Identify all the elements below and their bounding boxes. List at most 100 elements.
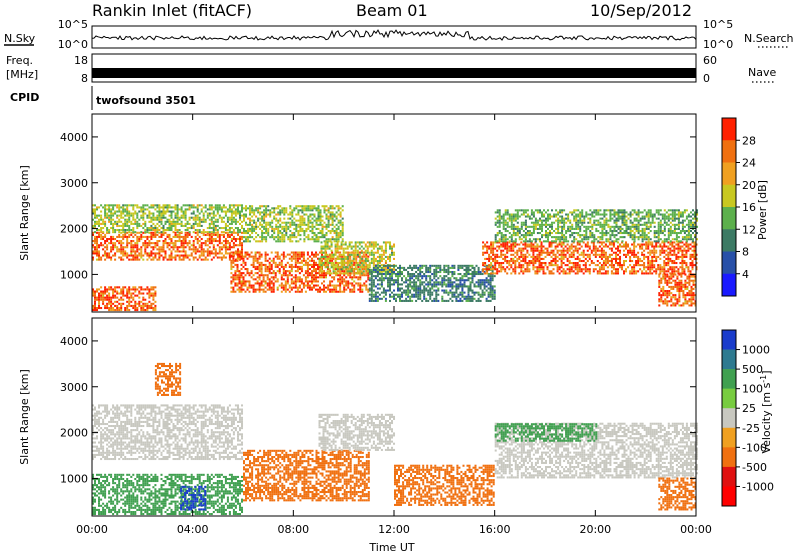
range-cell	[447, 293, 450, 296]
range-cell	[264, 286, 267, 289]
range-cell	[150, 224, 153, 227]
range-cell	[431, 279, 434, 282]
range-cell	[469, 273, 472, 276]
range-cell	[389, 275, 392, 278]
range-cell	[528, 260, 531, 263]
range-cell	[667, 255, 670, 258]
range-cell	[358, 247, 361, 250]
range-cell	[118, 229, 121, 232]
range-cell	[234, 258, 237, 261]
range-cell	[313, 265, 316, 268]
range-cell	[526, 264, 529, 267]
range-cell	[138, 304, 141, 307]
range-cell	[391, 245, 394, 248]
range-cell	[526, 243, 529, 246]
range-cell	[617, 241, 620, 244]
range-cell	[206, 258, 209, 261]
range-cell	[192, 258, 195, 261]
range-cell	[570, 262, 573, 265]
range-cell	[130, 229, 133, 232]
range-cell	[363, 282, 366, 285]
range-cell	[106, 294, 109, 297]
range-cell	[486, 268, 489, 271]
range-cell	[267, 232, 270, 235]
range-cell	[419, 287, 422, 290]
range-cell	[349, 288, 352, 291]
range-cell	[188, 254, 191, 257]
range-cell	[419, 295, 422, 298]
range-cell	[306, 251, 309, 254]
range-cell	[246, 288, 249, 291]
range-cell	[372, 253, 375, 256]
range-cell	[370, 299, 373, 302]
range-cell	[321, 232, 324, 235]
range-cell	[449, 291, 452, 294]
range-cell	[275, 223, 278, 226]
range-cell	[238, 286, 241, 289]
range-cell	[393, 268, 396, 271]
range-cell	[114, 304, 117, 307]
range-cell	[323, 288, 326, 291]
range-cell	[140, 248, 143, 251]
range-cell	[631, 260, 634, 263]
range-cell	[244, 282, 247, 285]
range-cell	[267, 230, 270, 233]
range-cell	[296, 253, 299, 256]
range-cell	[469, 264, 472, 267]
range-cell	[144, 298, 147, 301]
range-cell	[445, 283, 448, 286]
range-cell	[110, 235, 113, 238]
range-cell	[244, 280, 247, 283]
range-cell	[303, 223, 306, 226]
range-cell	[323, 236, 326, 239]
range-cell	[172, 222, 175, 225]
range-cell	[200, 246, 203, 249]
range-cell	[351, 288, 354, 291]
range-cell	[401, 299, 404, 302]
range-cell	[343, 280, 346, 283]
range-cell	[598, 241, 601, 244]
range-cell	[353, 276, 356, 279]
range-cell	[210, 212, 213, 215]
range-cell	[391, 291, 394, 294]
range-cell	[562, 249, 565, 252]
range-cell	[538, 266, 541, 269]
range-cell	[604, 262, 607, 265]
range-cell	[453, 277, 456, 280]
range-cell	[372, 262, 375, 265]
range-cell	[140, 210, 143, 213]
range-cell	[552, 251, 555, 254]
range-cell	[134, 204, 137, 207]
range-cell	[546, 249, 549, 252]
range-cell	[491, 285, 494, 288]
range-cell	[257, 225, 260, 228]
range-cell	[180, 208, 183, 211]
range-cell	[496, 253, 499, 256]
range-cell	[473, 266, 476, 269]
range-cell	[315, 234, 318, 237]
range-cell	[374, 264, 377, 267]
range-cell	[126, 252, 129, 255]
range-cell	[268, 272, 271, 275]
range-cell	[496, 262, 499, 265]
range-cell	[641, 260, 644, 263]
range-cell	[180, 210, 183, 213]
range-cell	[409, 299, 412, 302]
range-cell	[148, 290, 151, 293]
range-cell	[355, 261, 358, 264]
range-cell	[370, 253, 373, 256]
range-cell	[146, 216, 149, 219]
range-cell	[239, 231, 242, 234]
range-cell	[612, 245, 615, 248]
range-cell	[276, 253, 279, 256]
range-cell	[324, 255, 327, 258]
range-cell	[423, 291, 426, 294]
range-cell	[128, 224, 131, 227]
range-cell	[387, 273, 390, 276]
range-cell	[504, 253, 507, 256]
range-cell	[313, 205, 316, 208]
range-cell	[370, 283, 373, 286]
range-cell	[368, 287, 371, 290]
range-cell	[598, 255, 601, 258]
range-cell	[228, 210, 231, 213]
